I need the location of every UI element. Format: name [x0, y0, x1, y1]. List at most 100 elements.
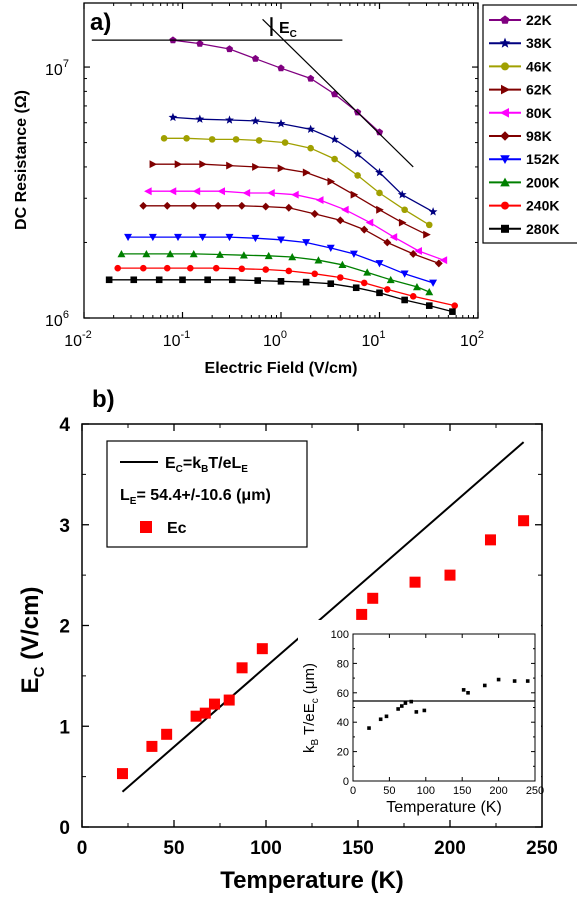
data-point-280K	[204, 276, 211, 284]
data-point-240K	[262, 266, 270, 273]
inset-y-tick-label: 60	[337, 688, 349, 700]
data-point-62K	[423, 230, 431, 239]
inset-y-tick-label: 100	[331, 629, 349, 641]
x-tick-label: 0	[77, 838, 88, 859]
series-line-22K	[172, 39, 380, 133]
data-point-240K	[383, 286, 391, 293]
inset-data-point	[414, 710, 419, 714]
data-point-240K	[186, 264, 194, 272]
data-point-38K	[375, 167, 384, 177]
legend-item-62K: 62K	[489, 82, 552, 98]
data-point-200K	[363, 268, 372, 276]
legend-label: 280K	[526, 221, 559, 237]
series-line-240K	[117, 267, 455, 307]
data-point-22K	[196, 39, 204, 47]
series-240K	[114, 264, 458, 309]
data-point-240K	[285, 267, 293, 275]
inset-data-point	[409, 699, 414, 704]
inset-data-point	[496, 677, 501, 682]
data-point-46K	[331, 155, 338, 163]
data-point-46K	[232, 136, 240, 143]
series-line-62K	[152, 163, 427, 236]
x-tick-label: 200	[434, 838, 466, 859]
x-tick-label: 10-2	[64, 329, 92, 350]
inset-data-point	[482, 683, 487, 688]
data-point-152K	[375, 260, 384, 268]
data-point-240K	[311, 270, 319, 278]
x-tick-label: 10-1	[163, 329, 191, 350]
ec-construction: EC	[91, 17, 414, 168]
data-point-ec	[356, 608, 368, 620]
data-point-200K	[215, 250, 224, 258]
legend-label: 62K	[526, 82, 552, 98]
data-point-240K	[114, 264, 122, 272]
data-point-62K	[149, 160, 158, 169]
data-point-80K	[414, 246, 422, 255]
legend-le-label: LE= 54.4+/-10.6 (μm)	[120, 487, 271, 507]
data-point-280K	[179, 276, 186, 284]
data-point-ec	[190, 710, 202, 722]
data-point-240K	[212, 264, 220, 272]
data-point-46K	[376, 189, 383, 197]
data-point-46K	[354, 172, 361, 179]
data-point-62K	[327, 177, 336, 186]
legend-a-box	[482, 4, 577, 244]
data-point-280K	[228, 276, 236, 284]
series-ec	[116, 515, 530, 780]
data-point-46K	[183, 135, 190, 142]
data-point-152K	[124, 233, 133, 242]
series-38K	[168, 112, 438, 216]
data-point-152K	[277, 236, 285, 244]
data-point-200K	[117, 249, 126, 258]
data-point-98K	[163, 201, 172, 210]
data-point-280K	[130, 276, 138, 284]
inset-x-tick-label: 250	[526, 785, 544, 797]
data-point-46K	[425, 221, 433, 229]
legend-item-46K: 46K	[489, 58, 552, 74]
legend-item-80K: 80K	[489, 105, 552, 121]
data-point-22K	[277, 64, 285, 72]
data-point-46K	[255, 137, 263, 144]
data-point-38K	[251, 116, 260, 125]
data-point-80K	[267, 188, 275, 197]
y-axis-title: EC (V/cm)	[17, 587, 48, 694]
fit-line	[121, 441, 525, 793]
data-point-80K	[439, 256, 448, 265]
y-tick-label: 2	[59, 617, 70, 638]
inset-data-point	[422, 708, 427, 713]
series-line-200K	[121, 253, 430, 293]
data-point-ec	[223, 694, 235, 706]
inset-x-tick-label: 200	[489, 785, 507, 797]
legend-marker	[500, 15, 510, 24]
data-point-22K	[307, 74, 315, 82]
data-point-98K	[261, 202, 270, 211]
data-point-152K	[148, 233, 157, 242]
data-point-280K	[425, 302, 433, 309]
data-point-80K	[291, 190, 299, 199]
inset-data-point	[403, 701, 408, 705]
legend-fit-label: EC=kBT/eLE	[165, 455, 248, 475]
data-point-98K	[409, 249, 418, 258]
data-point-280K	[155, 276, 163, 284]
data-point-22K	[375, 128, 384, 136]
inset-plot: 0 50 100 150 200 250 0 20 40 60 80 100 Temperature (…	[298, 620, 544, 820]
data-point-38K	[428, 207, 438, 216]
y-axis-title: DC Resistance (Ω)	[13, 90, 30, 230]
legend-label: 46K	[526, 58, 552, 74]
data-point-38K	[276, 119, 286, 128]
data-point-22K	[225, 45, 234, 53]
legend-label: 98K	[526, 128, 552, 144]
data-point-80K	[192, 187, 201, 196]
data-point-200K	[412, 282, 421, 291]
data-point-80K	[389, 233, 398, 242]
inset-x-axis-title: Temperature (K)	[386, 799, 502, 816]
data-point-38K	[353, 149, 363, 158]
data-point-62K	[226, 161, 234, 170]
data-point-98K	[237, 201, 246, 210]
data-point-240K	[238, 265, 246, 273]
x-tick-label: 250	[526, 838, 558, 859]
x-tick-label: 100	[250, 838, 282, 859]
series-line-46K	[164, 137, 430, 226]
data-point-38K	[330, 134, 339, 144]
data-point-280K	[105, 276, 113, 284]
